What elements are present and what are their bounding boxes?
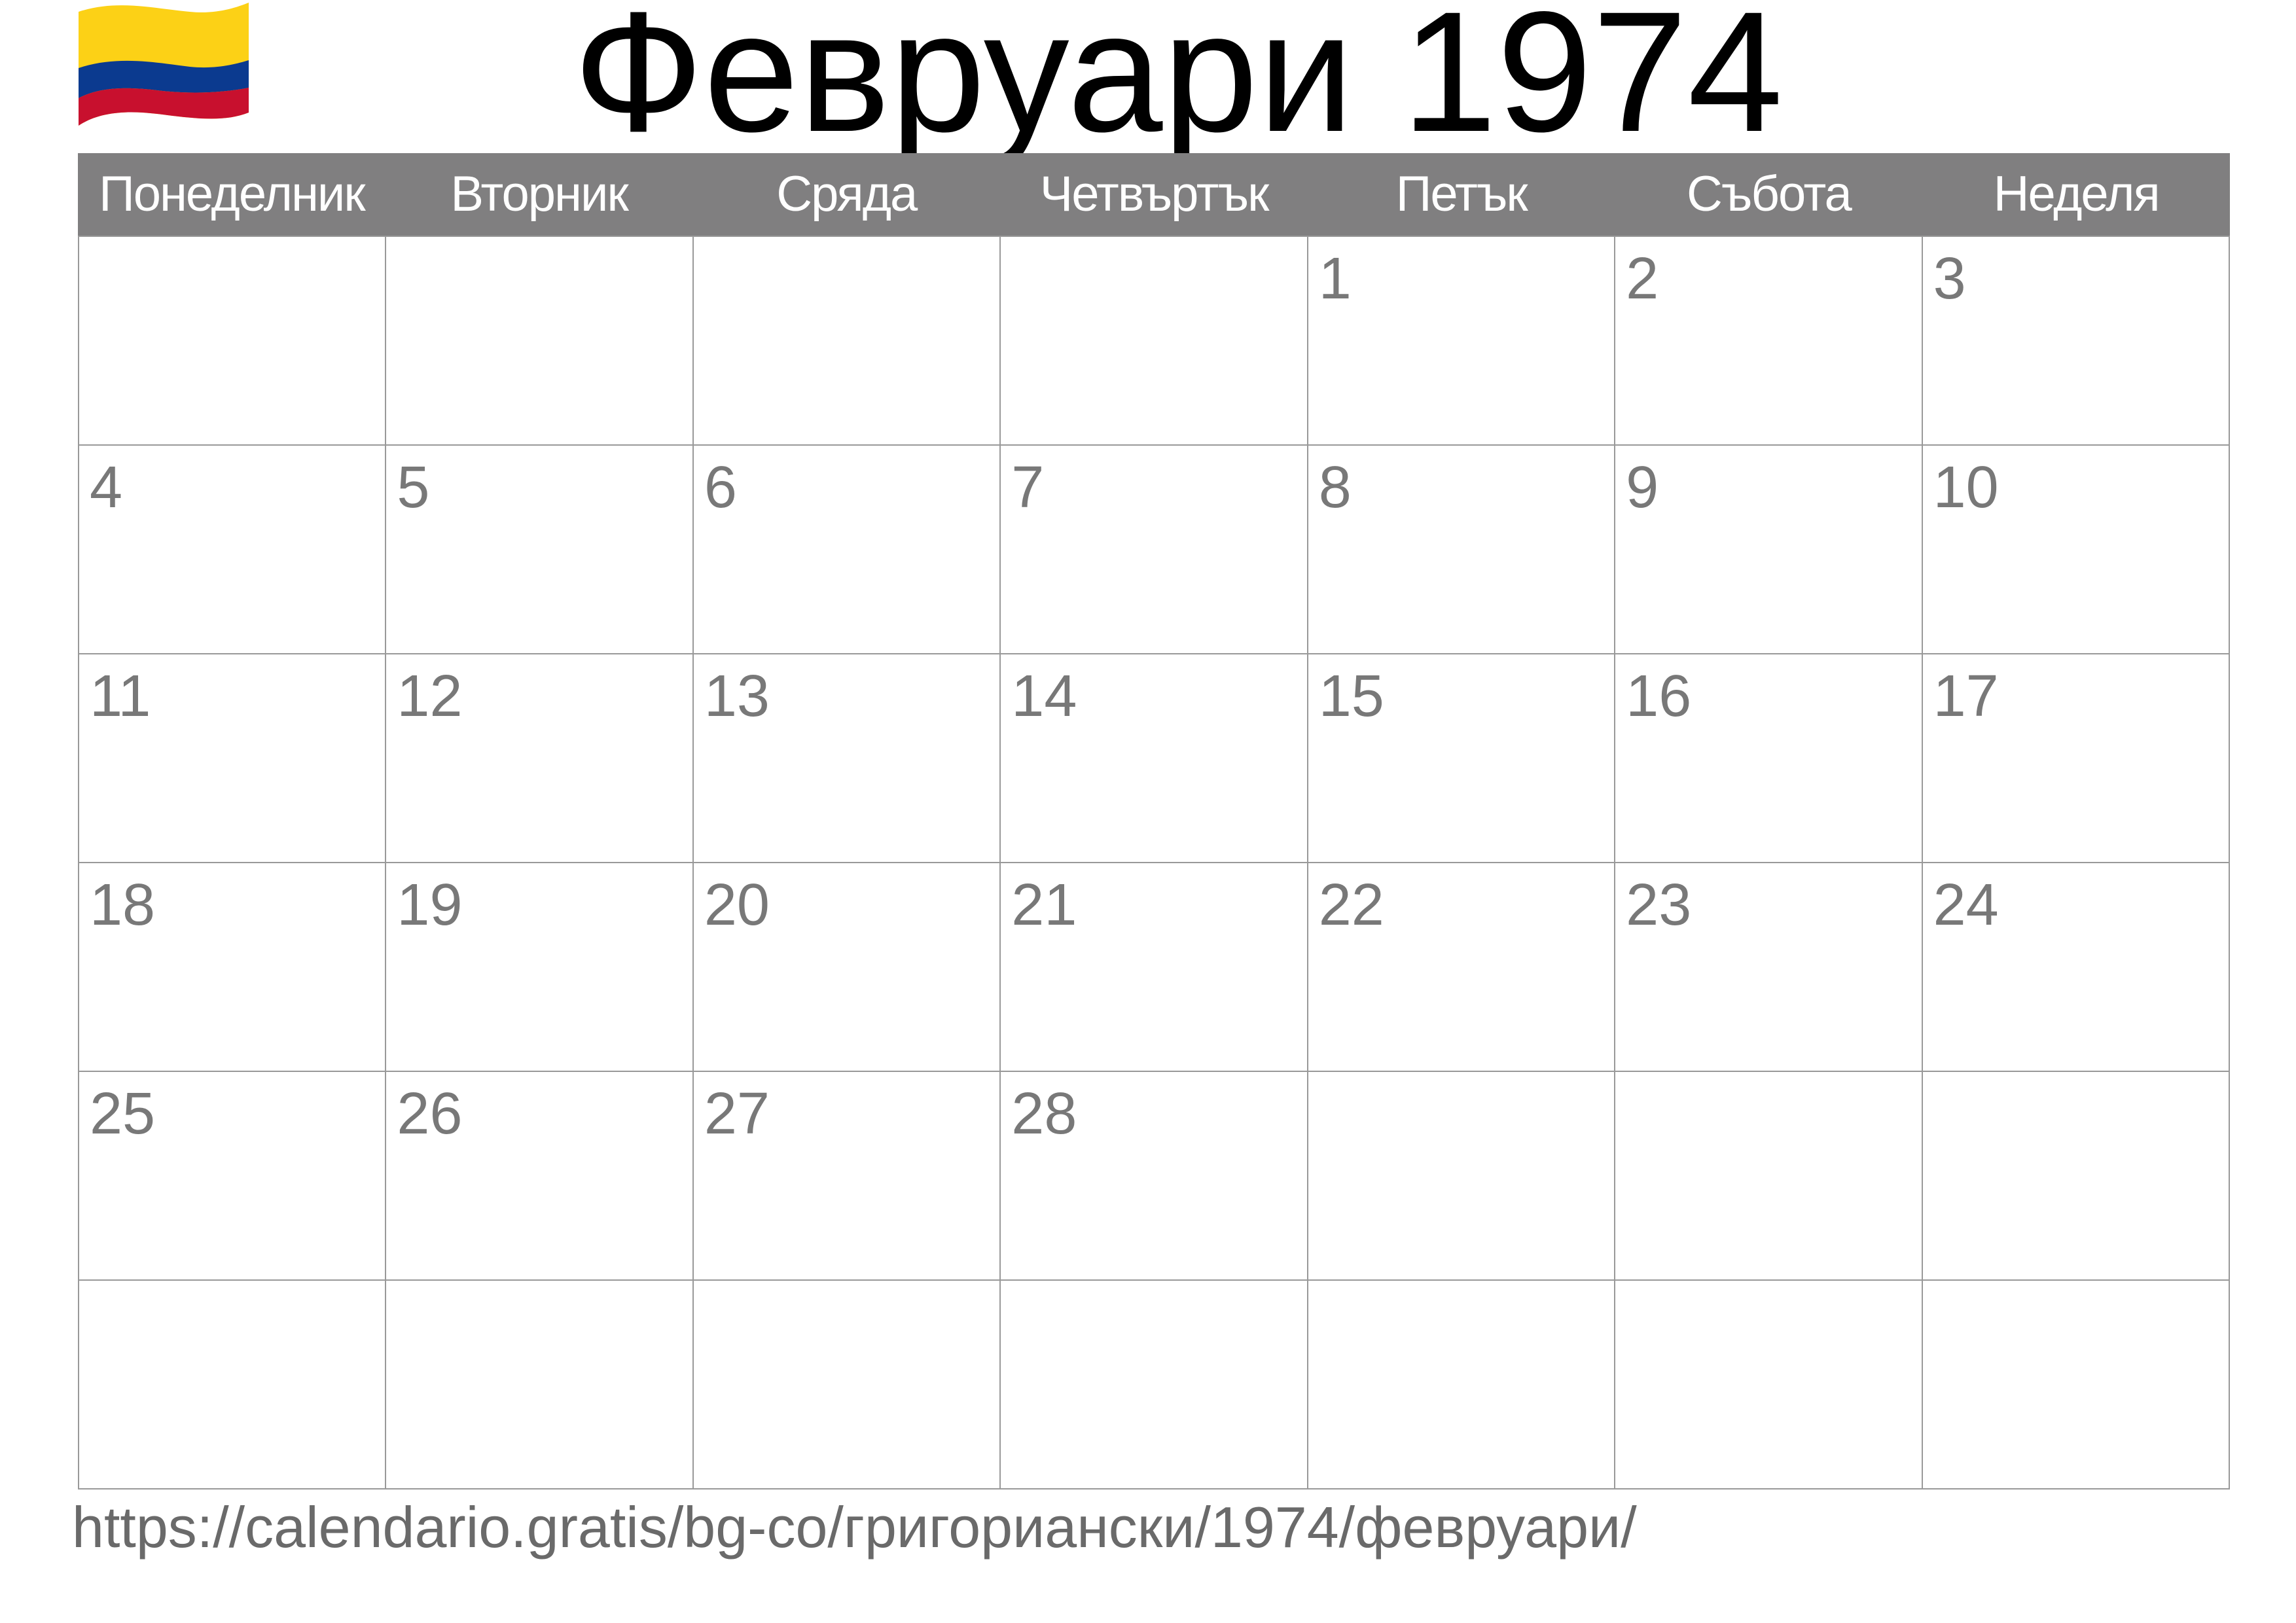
day-cell: 5 [386,446,694,654]
day-number: 3 [1933,246,1966,312]
weekday-label: Петък [1395,166,1528,222]
day-number: 19 [397,872,463,938]
day-cell [1615,1281,1923,1489]
day-number: 7 [1011,455,1045,520]
day-cell: 17 [1922,654,2230,863]
day-cell: 9 [1615,446,1923,654]
day-cell [386,1281,694,1489]
day-cell [693,1281,1001,1489]
day-cell [79,1281,387,1489]
weekday-label: Неделя [1993,166,2161,222]
day-cell [1001,1281,1308,1489]
day-cell: 7 [1001,446,1308,654]
day-cell: 8 [1308,446,1616,654]
day-cell: 22 [1308,863,1616,1072]
weekday-label: Понеделник [99,166,366,222]
day-cell [1308,1281,1616,1489]
day-cell: 15 [1308,654,1616,863]
day-number: 26 [397,1081,463,1147]
day-cell: 12 [386,654,694,863]
day-number: 20 [704,872,770,938]
weekday-label: Събота [1687,166,1852,222]
day-cell: 4 [79,446,387,654]
day-number: 10 [1933,455,1999,520]
day-cell: 11 [79,654,387,863]
day-cell [1308,1072,1616,1281]
day-cell [1922,1281,2230,1489]
day-number: 11 [90,664,151,729]
day-cell: 26 [386,1072,694,1281]
day-number: 17 [1933,664,1999,729]
day-number: 16 [1626,664,1692,729]
day-cell: 23 [1615,863,1923,1072]
day-cell: 19 [386,863,694,1072]
day-cell: 25 [79,1072,387,1281]
calendar-grid: 1 2 3 4 5 6 7 8 9 10 11 12 13 14 15 16 17 18 19 20 21 22 23 24 2… [78,236,2230,1489]
day-cell: 2 [1615,237,1923,446]
day-number: 13 [704,664,770,729]
day-cell: 28 [1001,1072,1308,1281]
day-cell: 27 [693,1072,1001,1281]
weekday-label: Сряда [776,166,918,222]
day-number: 6 [704,455,737,520]
day-cell [1615,1072,1923,1281]
day-number: 5 [397,455,430,520]
day-number: 12 [397,664,463,729]
day-number: 9 [1626,455,1659,520]
weekday-header: Понеделник Вторник Сряда Четвъртък Петък Събо… [78,153,2230,236]
day-number: 1 [1318,246,1352,312]
day-cell [79,237,387,446]
day-cell [1922,1072,2230,1281]
day-number: 28 [1011,1081,1077,1147]
colombia-flag-icon [79,3,249,126]
source-url: https://calendario.gratis/bg-co/григориа… [72,1495,1637,1560]
day-number: 18 [90,872,156,938]
day-number: 8 [1318,455,1352,520]
day-number: 2 [1626,246,1659,312]
day-cell [1001,237,1308,446]
day-cell: 13 [693,654,1001,863]
day-cell [386,237,694,446]
day-number: 14 [1011,664,1077,729]
day-cell: 18 [79,863,387,1072]
weekday-label: Вторник [450,166,628,222]
weekday-label: Четвъртък [1039,166,1270,222]
day-cell [693,237,1001,446]
day-cell: 24 [1922,863,2230,1072]
day-number: 4 [90,455,123,520]
day-number: 21 [1011,872,1077,938]
day-number: 23 [1626,872,1692,938]
day-cell: 6 [693,446,1001,654]
day-cell: 20 [693,863,1001,1072]
day-number: 24 [1933,872,1999,938]
day-cell: 16 [1615,654,1923,863]
day-number: 22 [1318,872,1384,938]
day-number: 25 [90,1081,156,1147]
day-number: 27 [704,1081,770,1147]
day-cell: 10 [1922,446,2230,654]
day-cell: 3 [1922,237,2230,446]
day-cell: 14 [1001,654,1308,863]
page-title: Февруари 1974 [573,0,1784,168]
day-cell: 21 [1001,863,1308,1072]
day-cell: 1 [1308,237,1616,446]
day-number: 15 [1318,664,1384,729]
